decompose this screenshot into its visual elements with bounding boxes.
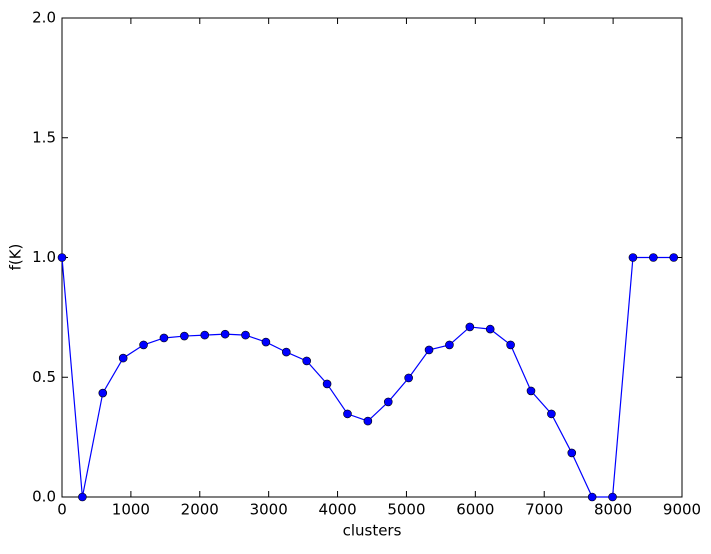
x-tick-label: 0 [57, 501, 67, 519]
data-point [220, 329, 230, 339]
data-point [404, 373, 413, 383]
data-point [200, 330, 210, 340]
data-point [567, 448, 577, 458]
data-point [118, 353, 128, 363]
data-point [526, 386, 536, 396]
data-point [159, 333, 169, 343]
data-point [363, 416, 373, 426]
data-point [649, 253, 658, 262]
data-line [61, 256, 674, 498]
y-tick-label: 0.5 [32, 368, 56, 386]
plot-frame [61, 17, 683, 498]
data-point [485, 324, 495, 334]
data-point [608, 492, 617, 502]
x-tick-label: 9000 [663, 501, 701, 519]
y-tick-label: 2.0 [32, 9, 56, 27]
x-axis-label: clusters [343, 522, 402, 540]
data-point [180, 331, 189, 341]
x-tick-label: 2000 [181, 501, 219, 519]
data-point [445, 340, 454, 350]
data-point [98, 388, 108, 398]
data-point [322, 379, 332, 389]
data-point [628, 253, 638, 262]
x-tick-label: 4000 [318, 501, 356, 519]
x-tick-label: 5000 [387, 501, 425, 519]
data-point [547, 409, 556, 419]
x-tick-label: 7000 [525, 501, 563, 519]
data-point [139, 340, 148, 350]
data-point [587, 492, 597, 502]
data-point [57, 253, 67, 262]
data-point [465, 322, 475, 332]
data-point [78, 492, 87, 502]
data-point [241, 330, 250, 340]
y-axis-label: f(K) [7, 244, 25, 271]
x-tick-label: 8000 [594, 501, 632, 519]
data-point [282, 347, 291, 357]
y-tick-label: 1.5 [32, 128, 56, 146]
data-point [506, 340, 515, 350]
data-point [261, 337, 271, 347]
data-point [343, 409, 352, 419]
data-point [383, 397, 393, 407]
x-tick-label: 6000 [456, 501, 494, 519]
y-tick-label: 1.0 [32, 248, 56, 266]
data-point [302, 356, 311, 366]
x-tick-label: 3000 [250, 501, 288, 519]
data-point [669, 253, 679, 262]
data-point [424, 345, 434, 355]
x-tick-label: 1000 [112, 501, 150, 519]
y-tick-label: 0.0 [32, 488, 56, 506]
